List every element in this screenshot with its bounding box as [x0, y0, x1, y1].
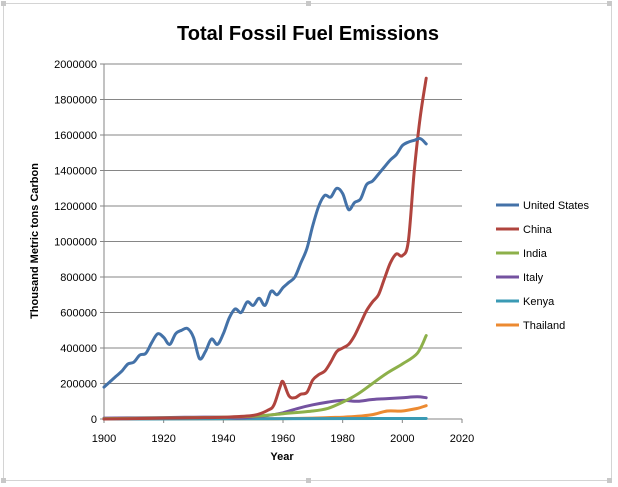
- gridlines: [104, 63, 462, 384]
- resize-handle-top-right[interactable]: [607, 1, 612, 6]
- x-tick-label: 1960: [271, 433, 295, 445]
- y-tick-label: 800000: [60, 272, 97, 284]
- y-tick-label: 1400000: [54, 166, 97, 178]
- y-tick-label: 0: [91, 414, 97, 426]
- y-tick-label: 400000: [60, 343, 97, 355]
- legend: United States China India Italy Kenya Thailan…: [496, 200, 590, 332]
- legend-label-italy: Italy: [523, 272, 544, 284]
- y-tick-label: 1800000: [54, 95, 97, 107]
- y-tick-label: 2000000: [54, 59, 97, 71]
- y-tick-label: 1200000: [54, 201, 97, 213]
- series-line-united-states: [102, 136, 428, 389]
- y-tick-label: 200000: [60, 379, 97, 391]
- y-tick-label: 600000: [60, 308, 97, 320]
- x-tick-label: 2020: [450, 433, 474, 445]
- resize-handle-top-left[interactable]: [1, 1, 6, 6]
- legend-label-china: China: [523, 224, 553, 236]
- legend-label-india: India: [523, 248, 548, 260]
- resize-handle-bottom[interactable]: [306, 478, 311, 483]
- legend-label-kenya: Kenya: [523, 296, 555, 308]
- resize-handle-bottom-right[interactable]: [607, 478, 612, 483]
- series-lines: [102, 76, 428, 421]
- chart-title: Total Fossil Fuel Emissions: [177, 23, 439, 45]
- x-tick-label: 2000: [390, 433, 414, 445]
- legend-label-thailand: Thailand: [523, 320, 565, 332]
- x-tick-label: 1900: [92, 433, 116, 445]
- legend-label-united-states: United States: [523, 200, 590, 212]
- x-tick-label: 1980: [330, 433, 354, 445]
- resize-handle-top[interactable]: [306, 1, 311, 6]
- series-line-china: [102, 76, 428, 421]
- y-tick-label: 1000000: [54, 237, 97, 249]
- tick-labels: 0 200000 400000 600000 800000 1000000 1200000 1…: [54, 59, 474, 445]
- resize-handle-bottom-left[interactable]: [1, 478, 6, 483]
- y-axis-title: Thousand Metric tons Carbon: [29, 163, 41, 319]
- x-tick-label: 1920: [151, 433, 175, 445]
- x-axis-title: Year: [270, 451, 294, 463]
- x-tick-label: 1940: [211, 433, 235, 445]
- y-tick-label: 1600000: [54, 130, 97, 142]
